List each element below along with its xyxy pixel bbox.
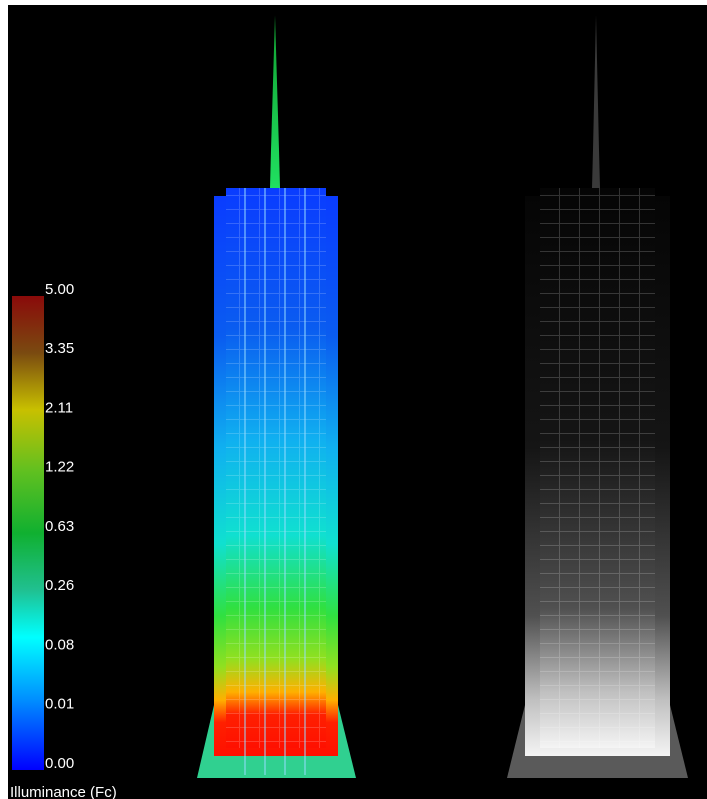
- tower-mullions: [244, 188, 306, 775]
- spire: [270, 15, 280, 188]
- legend-tick-label: 0.26: [45, 577, 74, 594]
- legend-ticks: 5.00 3.35 2.11 1.22 0.63 0.26 0.08 0.01 0.00: [45, 281, 74, 772]
- legend-tick-label: 5.00: [45, 281, 74, 298]
- legend-tick-label: 0.08: [45, 636, 74, 653]
- tower-grid-gray: [540, 188, 655, 748]
- tower-grid: [226, 188, 326, 748]
- legend-tick-label: 0.00: [45, 755, 74, 772]
- legend-tick-label: 3.35: [45, 340, 74, 357]
- legend-tick-label: 1.22: [45, 459, 74, 476]
- legend-tick-label: 0.63: [45, 518, 74, 535]
- color-scale: [12, 296, 44, 770]
- legend-tick-label: 2.11: [45, 399, 73, 416]
- spire-gray: [592, 15, 600, 188]
- legend-tick-label: 0.01: [45, 696, 74, 713]
- legend-title: Illuminance (Fc): [10, 784, 117, 799]
